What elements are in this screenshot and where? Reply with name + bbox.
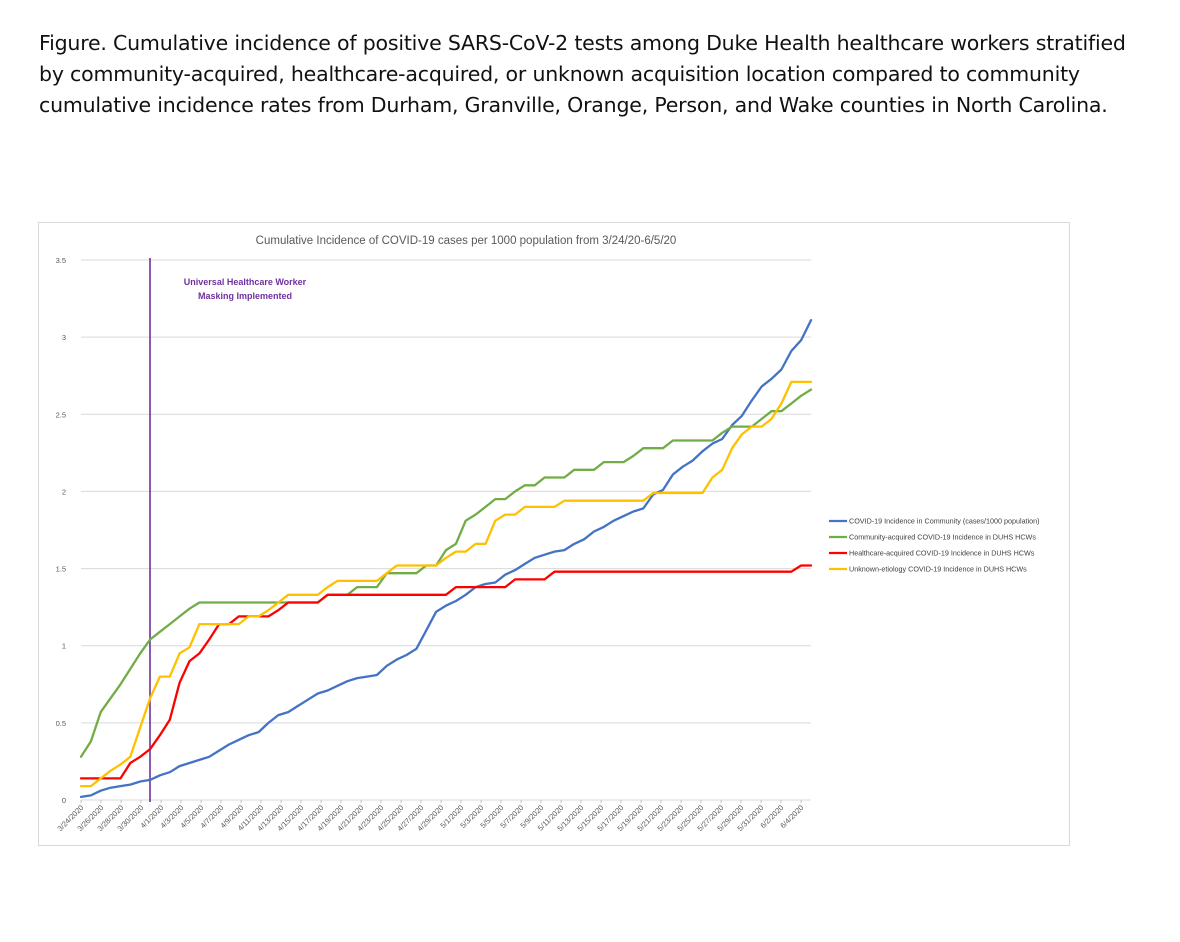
legend-entry: COVID-19 Incidence in Community (cases/1… (849, 517, 1040, 526)
series-line-1 (79, 319, 813, 799)
y-tick-label: 3.5 (56, 256, 66, 265)
legend-entry: Unknown-etiology COVID-19 Incidence in D… (849, 565, 1027, 574)
line-chart: Cumulative Incidence of COVID-19 cases p… (55, 235, 1040, 833)
chart-container: Cumulative Incidence of COVID-19 cases p… (38, 222, 1070, 846)
y-tick-label: 1 (62, 642, 66, 651)
legend-entry: Healthcare-acquired COVID-19 Incidence i… (849, 549, 1035, 558)
series-line-3 (79, 564, 813, 780)
y-tick-label: 1.5 (56, 565, 66, 574)
y-tick-label: 0.5 (56, 719, 66, 728)
chart-title: Cumulative Incidence of COVID-19 cases p… (256, 235, 677, 247)
annotation-text-line-1: Universal Healthcare Worker (184, 277, 307, 287)
legend-entry: Community-acquired COVID-19 Incidence in… (849, 533, 1036, 542)
series-line-4 (79, 380, 813, 788)
series-line-2 (79, 388, 813, 758)
y-tick-label: 3 (62, 333, 66, 342)
y-tick-label: 0 (62, 796, 66, 805)
y-tick-label: 2 (62, 487, 66, 496)
annotation-text-line-2: Masking Implemented (198, 291, 292, 301)
y-tick-label: 2.5 (56, 410, 66, 419)
figure-caption: Figure. Cumulative incidence of positive… (39, 31, 1126, 117)
